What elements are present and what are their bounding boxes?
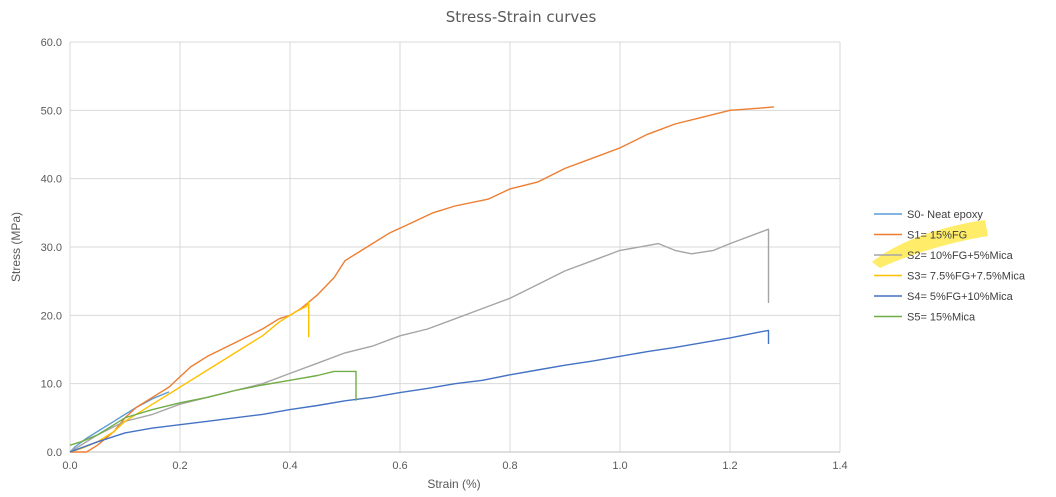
x-tick-label: 0.6 <box>392 460 407 472</box>
legend-label: S1= 15%FG <box>907 230 967 242</box>
x-tick-label: 0.2 <box>172 460 187 472</box>
y-tick-label: 40.0 <box>41 174 62 186</box>
x-tick-label: 0.0 <box>62 460 77 472</box>
y-tick-label: 10.0 <box>41 379 62 391</box>
legend-label: S2= 10%FG+5%Mica <box>907 250 1014 262</box>
y-axis-label: Stress (MPa) <box>9 212 23 282</box>
series-line <box>70 106 775 453</box>
x-tick-label: 1.0 <box>612 460 627 472</box>
legend-label: S0- Neat epoxy <box>907 209 983 221</box>
series-line <box>69 228 770 453</box>
legend-label: S4= 5%FG+10%Mica <box>907 291 1014 303</box>
legend-label: S3= 7.5%FG+7.5%Mica <box>907 271 1026 283</box>
chart-title: Stress-Strain curves <box>446 8 597 26</box>
y-tick-label: 20.0 <box>41 310 62 322</box>
axis-ticks: 0.0 10.0 20.0 30.0 40.0 50.0 60.0 0.0 0.2 0.4 0.6 0… <box>41 37 848 472</box>
x-axis-label: Strain (%) <box>427 477 480 491</box>
legend: S0- Neat epoxy S1= 15%FG S2= 10%FG+5%Mica S… <box>872 209 1026 324</box>
series-line <box>69 391 170 453</box>
y-tick-label: 0.0 <box>47 447 62 459</box>
legend-label: S5= 15%Mica <box>907 312 976 324</box>
x-tick-label: 1.2 <box>722 460 737 472</box>
y-tick-label: 30.0 <box>41 242 62 254</box>
y-tick-label: 50.0 <box>41 105 62 117</box>
grid-lines <box>69 41 841 453</box>
highlighter-mark <box>872 220 988 268</box>
series-line <box>69 301 310 453</box>
series-line <box>69 370 357 446</box>
x-tick-label: 0.4 <box>282 460 297 472</box>
y-tick-label: 60.0 <box>41 37 62 49</box>
series-line <box>69 329 770 453</box>
series-lines <box>69 106 775 453</box>
x-tick-label: 0.8 <box>502 460 517 472</box>
x-tick-label: 1.4 <box>832 460 847 472</box>
